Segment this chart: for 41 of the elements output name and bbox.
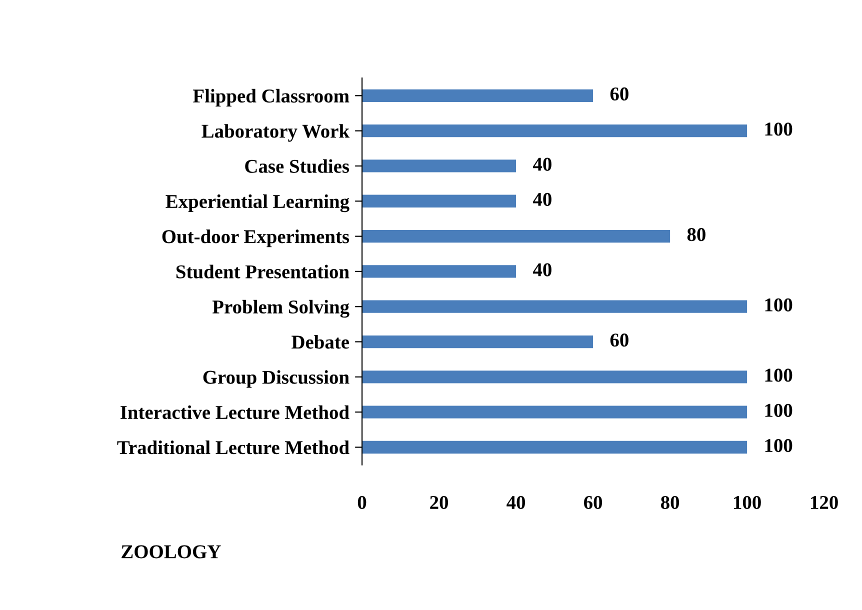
data-label: 60: [610, 87, 628, 101]
x-tick-label: 60: [584, 496, 602, 510]
x-tick-label: 100: [734, 496, 761, 510]
bar: [362, 124, 748, 138]
x-tick-label: 20: [430, 496, 448, 510]
x-tick-label: 80: [660, 496, 680, 510]
data-label: 100: [765, 438, 792, 452]
bar: [362, 230, 670, 243]
y-tick-label: Out-door Experiments: [162, 230, 350, 248]
bar: [362, 406, 748, 418]
data-label: 100: [765, 122, 792, 136]
y-tick-label: Debate: [292, 335, 350, 349]
bar: [362, 89, 594, 102]
y-tick-label: Student Presentation: [176, 264, 350, 278]
x-tick-label: 40: [506, 496, 526, 510]
data-label: 100: [765, 298, 792, 312]
y-tick-label: Experiential Learning: [166, 194, 350, 212]
y-tick-label: Group Discussion: [203, 370, 350, 388]
bar: [362, 265, 516, 278]
x-axis-title: ZOOLOGY: [122, 545, 221, 558]
data-label: 100: [765, 404, 792, 417]
y-tick-label: Problem Solving: [212, 300, 350, 318]
bar: [362, 335, 594, 348]
data-label: 40: [532, 158, 552, 171]
bar: [362, 194, 516, 208]
data-label: 60: [610, 334, 628, 347]
x-tick-label: 0: [358, 496, 366, 510]
bar: [362, 370, 748, 384]
y-tick-label: Case Studies: [245, 159, 350, 173]
data-label: 40: [532, 263, 552, 276]
data-label: 80: [687, 228, 706, 242]
bar: [362, 440, 748, 454]
data-label: 100: [765, 368, 792, 382]
y-tick-label: Laboratory Work: [202, 124, 350, 142]
bar: [362, 160, 516, 172]
data-label: 40: [532, 192, 552, 206]
x-tick-label: 120: [811, 496, 838, 510]
y-tick-label: Flipped Classroom: [193, 88, 350, 107]
y-tick-label: Traditional Lecture Method: [117, 440, 350, 454]
bar: [362, 300, 748, 313]
y-tick-label: Interactive Lecture Method: [120, 405, 350, 420]
